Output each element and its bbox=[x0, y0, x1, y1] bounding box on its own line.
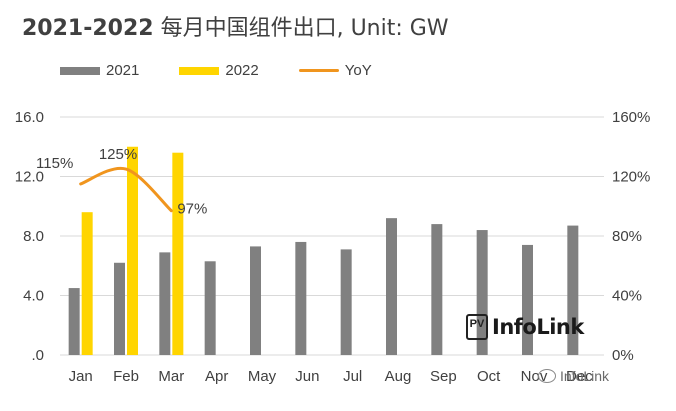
bar-2021 bbox=[250, 246, 261, 355]
y-tick-label: 16.0 bbox=[15, 109, 44, 126]
wechat-icon bbox=[538, 369, 556, 383]
legend-swatch-2022 bbox=[179, 66, 220, 75]
x-tick-label: Aug bbox=[385, 368, 412, 385]
bar-2021 bbox=[567, 225, 579, 355]
yoy-line bbox=[79, 166, 173, 213]
y2-tick-label: 160% bbox=[612, 109, 650, 126]
chart-title-text: 每月中国组件出口, Unit: GW bbox=[153, 16, 449, 41]
x-tick-label: Oct bbox=[477, 368, 501, 385]
x-tick-label: May bbox=[248, 368, 277, 385]
bar-2021 bbox=[295, 241, 307, 355]
x-tick-label: Dec bbox=[566, 368, 593, 385]
bar-2022 bbox=[81, 212, 93, 355]
x-tick-label: Sep bbox=[430, 368, 457, 385]
legend-item-2021: 2021 bbox=[60, 62, 139, 79]
bar-2021 bbox=[476, 230, 488, 355]
chart-title: 2021-2022 每月中国组件出口, Unit: GW bbox=[22, 10, 449, 42]
y2-tick-label: 0% bbox=[612, 347, 634, 364]
y2-tick-label: 40% bbox=[612, 288, 642, 305]
y-tick-label: 12.0 bbox=[15, 169, 44, 186]
legend-item-2022: 2022 bbox=[179, 62, 259, 79]
infolink-logo: PV InfoLink bbox=[466, 314, 584, 340]
legend-swatch-yoy bbox=[298, 69, 339, 72]
legend-label-2021: 2021 bbox=[106, 62, 140, 79]
x-tick-label: Jan bbox=[69, 368, 93, 385]
x-tick-label: Apr bbox=[205, 368, 228, 385]
y-tick-label: 4.0 bbox=[23, 288, 44, 305]
y-tick-label: .0 bbox=[31, 347, 44, 364]
yoy-data-label: 115% bbox=[36, 155, 73, 172]
bar-2021 bbox=[386, 218, 397, 355]
legend: 2021 2022 YoY bbox=[60, 62, 412, 79]
legend-label-yoy: YoY bbox=[344, 62, 372, 79]
bar-2022 bbox=[127, 146, 138, 355]
x-tick-label: Jul bbox=[343, 368, 362, 385]
yoy-data-label: 97% bbox=[177, 201, 207, 218]
bar-2021 bbox=[68, 288, 80, 355]
bar-2021 bbox=[114, 262, 125, 355]
yoy-data-label: 125% bbox=[99, 146, 137, 163]
legend-label-2022: 2022 bbox=[225, 62, 259, 79]
x-tick-label: Feb bbox=[113, 368, 139, 385]
legend-item-yoy: YoY bbox=[298, 62, 372, 79]
x-tick-label: Jun bbox=[295, 368, 319, 385]
logo-text: InfoLink bbox=[492, 315, 584, 339]
wechat-watermark: InfoLink bbox=[538, 368, 609, 384]
bar-2021 bbox=[159, 252, 171, 355]
y2-tick-label: 120% bbox=[612, 169, 650, 186]
bar-2021 bbox=[340, 249, 352, 355]
watermark-text: InfoLink bbox=[560, 368, 610, 384]
legend-swatch-2021 bbox=[60, 66, 100, 75]
bar-2021 bbox=[204, 261, 216, 355]
pv-logo-mark: PV bbox=[466, 314, 488, 340]
bar-2021 bbox=[522, 244, 533, 355]
chart-title-years: 2021-2022 bbox=[22, 16, 154, 41]
x-tick-label: Mar bbox=[158, 368, 184, 385]
y2-tick-label: 80% bbox=[612, 228, 642, 245]
bar-2021 bbox=[431, 224, 443, 355]
bar-2022 bbox=[172, 152, 184, 355]
y-tick-label: 8.0 bbox=[23, 228, 44, 245]
